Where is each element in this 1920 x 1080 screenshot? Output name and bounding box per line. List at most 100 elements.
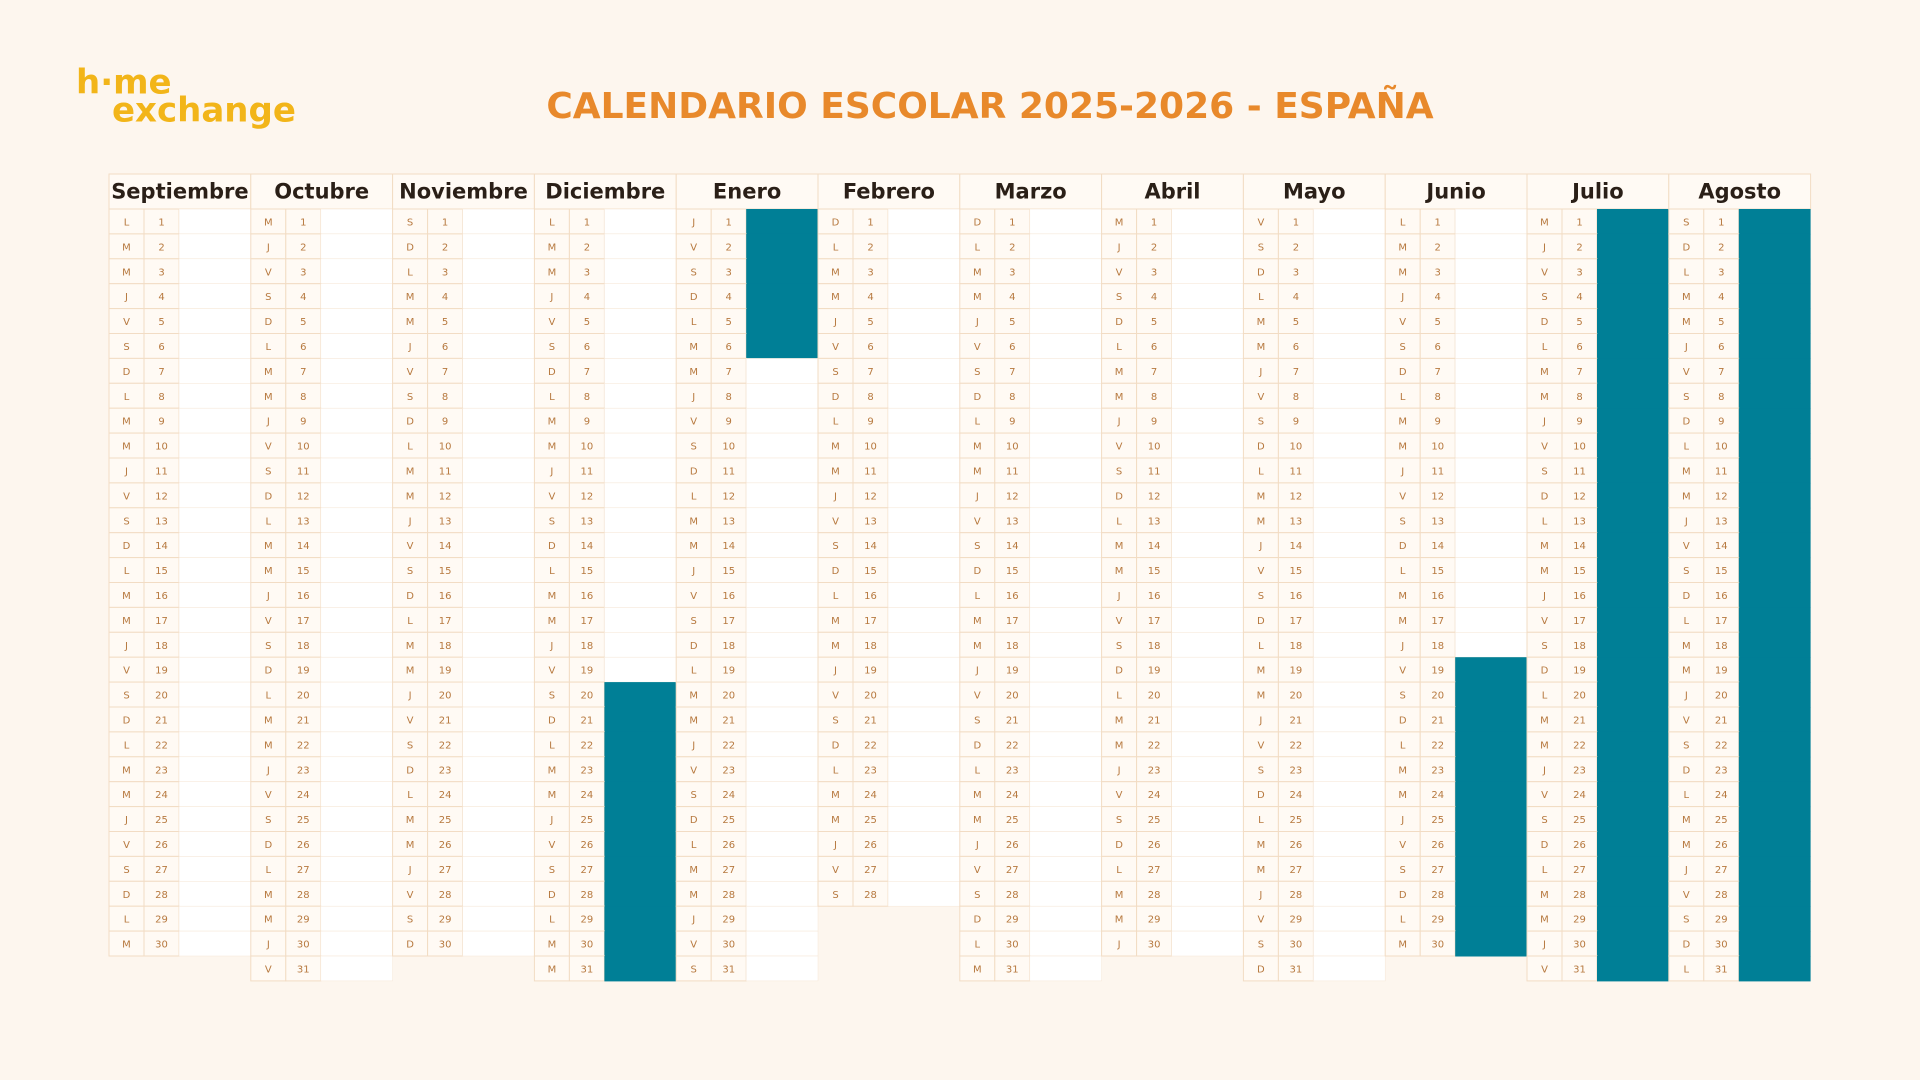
blank-cell	[462, 681, 535, 708]
day-cell	[1561, 382, 1598, 409]
weekday: M	[689, 715, 698, 726]
weekday: J	[975, 840, 979, 851]
day-number: 9	[158, 417, 164, 428]
holiday-cell	[746, 258, 818, 285]
weekday: J	[1684, 342, 1688, 353]
blank-cell	[745, 955, 819, 982]
day-number: 9	[1576, 417, 1582, 428]
day-number: 2	[1009, 242, 1015, 253]
day-cell	[427, 930, 464, 957]
logo[interactable]: exchange	[112, 91, 296, 131]
day-number: 28	[864, 890, 877, 901]
month-header-cell	[1101, 173, 1244, 210]
day-number: 2	[1576, 242, 1582, 253]
blank-cell	[178, 731, 252, 758]
day-number: 1	[442, 217, 448, 228]
day-cell	[710, 283, 747, 310]
day-number: 29	[1006, 915, 1019, 926]
blank-cell	[1171, 607, 1244, 633]
blank-cell	[320, 856, 393, 882]
blank-cell	[1313, 383, 1386, 409]
day-number: 4	[1435, 292, 1441, 303]
day-number: 22	[864, 740, 877, 751]
blank-cell	[1454, 482, 1528, 509]
day-cell	[285, 333, 322, 359]
blank-cell	[1313, 856, 1386, 882]
day-number: 14	[1431, 541, 1444, 552]
day-cell	[1561, 208, 1598, 235]
weekday-cell	[1384, 457, 1421, 484]
day-cell	[1703, 507, 1740, 534]
blank-cell	[462, 856, 535, 882]
day-number: 24	[864, 790, 877, 801]
day-number: 23	[1573, 765, 1586, 776]
blank-cell	[462, 781, 535, 807]
logo[interactable]: h·me	[76, 63, 172, 103]
weekday-cell	[1668, 681, 1705, 708]
day-cell	[994, 880, 1031, 907]
weekday: L	[549, 915, 555, 926]
weekday: D	[1541, 666, 1549, 677]
day-cell	[1703, 681, 1740, 708]
weekday-cell	[108, 681, 145, 708]
day-cell	[143, 930, 180, 957]
weekday: V	[1541, 964, 1548, 975]
day-number: 27	[581, 865, 594, 876]
weekday-cell	[392, 258, 429, 285]
blank-cell	[1171, 856, 1244, 882]
blank-cell	[745, 806, 819, 832]
day-number: 22	[1006, 740, 1019, 751]
title: CALENDARIO ESCOLAR 2025-2026 - ESPAÑA	[546, 85, 1433, 127]
day-number: 27	[297, 865, 310, 876]
blank-cell	[462, 283, 535, 309]
day-number: 27	[1006, 865, 1019, 876]
weekday-cell	[533, 806, 570, 832]
weekday: V	[548, 317, 555, 328]
day-cell	[852, 855, 889, 882]
blank-cell	[1029, 881, 1102, 907]
blank-cell	[887, 333, 961, 359]
weekday: M	[1257, 666, 1266, 677]
weekday: J	[124, 292, 128, 303]
day-cell	[1419, 432, 1456, 459]
day-cell	[710, 631, 747, 658]
weekday-cell	[1668, 606, 1705, 633]
weekday: L	[1542, 865, 1548, 876]
weekday-cell	[392, 930, 429, 957]
blank-cell	[1029, 208, 1102, 235]
day-number: 3	[1435, 267, 1441, 278]
day-number: 18	[1148, 641, 1161, 652]
day-number: 19	[1573, 666, 1586, 677]
weekday: M	[831, 466, 840, 477]
day-number: 19	[155, 666, 168, 677]
weekday: M	[973, 267, 982, 278]
weekday-cell	[1526, 955, 1563, 982]
blank-cell	[178, 407, 252, 434]
weekday: M	[406, 666, 415, 677]
weekday-cell	[1384, 582, 1421, 608]
day-cell	[1561, 731, 1598, 758]
day-number: 9	[300, 417, 306, 428]
day-cell	[143, 233, 180, 260]
holiday-cell	[746, 283, 818, 310]
blank-cell	[178, 607, 252, 633]
day-cell	[994, 382, 1031, 409]
day-number: 19	[297, 666, 310, 677]
blank-cell	[1313, 731, 1386, 758]
day-number: 14	[722, 541, 735, 552]
blank-cell	[320, 881, 393, 907]
blank-cell	[1171, 905, 1244, 932]
holiday-cell	[604, 731, 677, 758]
day-cell	[1419, 333, 1456, 359]
day-number: 30	[581, 940, 594, 951]
blank-cell	[178, 258, 252, 284]
blank-cell	[887, 308, 961, 334]
day-number: 1	[1718, 217, 1724, 228]
weekday-cell	[392, 357, 429, 384]
day-number: 21	[581, 715, 594, 726]
day-number: 21	[1006, 715, 1019, 726]
weekday: S	[691, 616, 697, 627]
day-cell	[568, 482, 605, 509]
holiday-cell	[1597, 283, 1669, 310]
weekday: M	[1398, 790, 1407, 801]
